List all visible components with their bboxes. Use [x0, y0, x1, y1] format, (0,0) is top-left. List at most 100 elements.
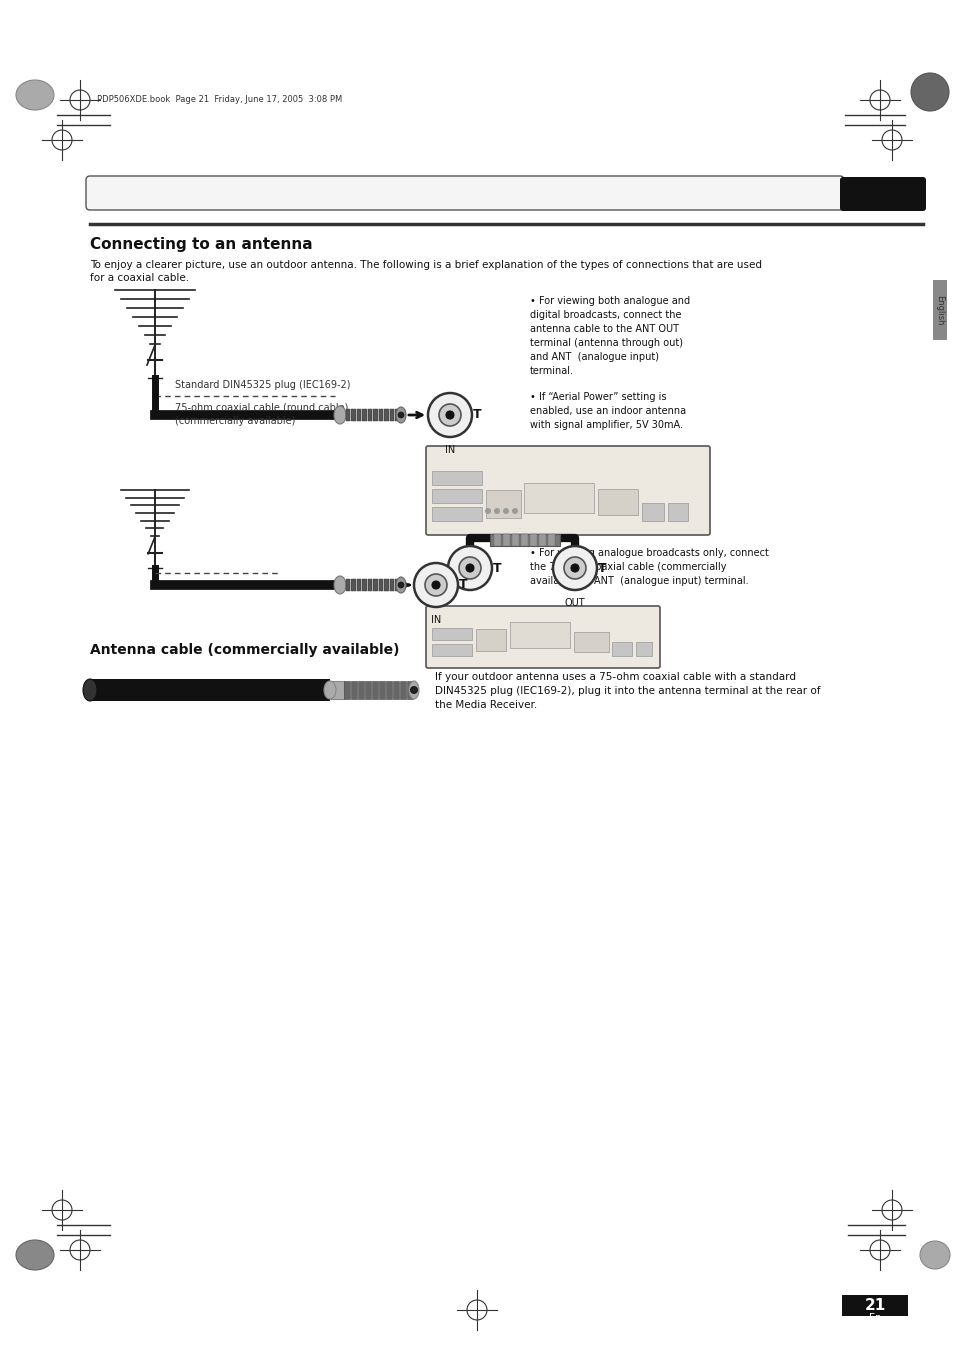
- Bar: [390, 409, 395, 422]
- Bar: [432, 489, 481, 503]
- Bar: [432, 471, 481, 485]
- Bar: [365, 681, 371, 698]
- Bar: [395, 580, 399, 590]
- Bar: [386, 681, 392, 698]
- Text: • For viewing analogue broadcasts only, connect
the 75-ohm coaxial cable (commer: • For viewing analogue broadcasts only, …: [530, 549, 768, 586]
- Bar: [574, 632, 608, 653]
- Circle shape: [910, 73, 948, 111]
- Bar: [368, 580, 372, 590]
- Text: • If “Aerial Power” setting is
enabled, use an indoor antenna
with signal amplif: • If “Aerial Power” setting is enabled, …: [530, 392, 685, 430]
- Text: Standard DIN45325 plug (IEC169-2): Standard DIN45325 plug (IEC169-2): [174, 380, 350, 390]
- Bar: [378, 580, 383, 590]
- Bar: [346, 409, 350, 422]
- Bar: [374, 409, 377, 422]
- Bar: [356, 580, 361, 590]
- Bar: [502, 534, 510, 546]
- Circle shape: [458, 557, 480, 580]
- Circle shape: [414, 563, 457, 607]
- Ellipse shape: [395, 407, 406, 423]
- Bar: [636, 642, 651, 657]
- Bar: [494, 534, 500, 546]
- Text: OUT: OUT: [564, 598, 585, 608]
- Bar: [490, 534, 559, 546]
- Bar: [399, 681, 406, 698]
- Text: • For viewing both analogue and
digital broadcasts, connect the
antenna cable to: • For viewing both analogue and digital …: [530, 296, 689, 376]
- Bar: [407, 681, 413, 698]
- Bar: [357, 681, 364, 698]
- Circle shape: [502, 508, 509, 513]
- Ellipse shape: [324, 681, 335, 698]
- Bar: [530, 534, 537, 546]
- Bar: [344, 681, 350, 698]
- Text: 21: 21: [863, 1297, 884, 1313]
- Circle shape: [571, 563, 578, 571]
- Circle shape: [410, 686, 417, 693]
- Bar: [432, 644, 472, 657]
- Ellipse shape: [395, 577, 406, 593]
- Bar: [520, 534, 527, 546]
- Text: Preparation: Preparation: [110, 184, 221, 203]
- Bar: [432, 628, 472, 640]
- Text: 05: 05: [869, 185, 895, 203]
- Bar: [351, 409, 355, 422]
- Ellipse shape: [16, 80, 54, 109]
- Text: If your outdoor antenna uses a 75-ohm coaxial cable with a standard
DIN45325 plu: If your outdoor antenna uses a 75-ohm co…: [435, 671, 820, 711]
- Bar: [485, 490, 520, 517]
- Bar: [393, 681, 398, 698]
- FancyBboxPatch shape: [840, 177, 925, 211]
- Bar: [512, 534, 518, 546]
- Bar: [390, 580, 395, 590]
- Bar: [432, 507, 481, 521]
- Text: En: En: [868, 1313, 881, 1323]
- Circle shape: [484, 508, 491, 513]
- Bar: [667, 503, 687, 521]
- Bar: [356, 409, 361, 422]
- Circle shape: [563, 557, 585, 580]
- Circle shape: [494, 508, 499, 513]
- Text: T: T: [458, 578, 467, 592]
- Bar: [90, 680, 330, 701]
- Circle shape: [446, 411, 454, 419]
- Text: PDP506XDE.book  Page 21  Friday, June 17, 2005  3:08 PM: PDP506XDE.book Page 21 Friday, June 17, …: [97, 96, 342, 104]
- Bar: [362, 409, 367, 422]
- Bar: [351, 580, 355, 590]
- Ellipse shape: [83, 680, 97, 701]
- Ellipse shape: [16, 1240, 54, 1270]
- Bar: [395, 409, 399, 422]
- Bar: [351, 681, 356, 698]
- Text: IN: IN: [444, 444, 455, 455]
- Bar: [384, 409, 389, 422]
- Bar: [384, 580, 389, 590]
- Circle shape: [397, 582, 403, 588]
- Bar: [598, 489, 638, 515]
- Ellipse shape: [409, 681, 418, 698]
- FancyBboxPatch shape: [426, 607, 659, 667]
- Circle shape: [465, 563, 474, 571]
- Bar: [372, 681, 377, 698]
- Bar: [378, 681, 385, 698]
- Text: English: English: [935, 295, 943, 326]
- Text: T: T: [472, 408, 481, 422]
- Text: Antenna cable (commercially available): Antenna cable (commercially available): [90, 643, 399, 657]
- Circle shape: [397, 412, 403, 417]
- Text: T: T: [492, 562, 500, 574]
- Text: Connecting to an antenna: Connecting to an antenna: [90, 238, 313, 253]
- FancyBboxPatch shape: [86, 176, 843, 209]
- Ellipse shape: [334, 407, 346, 424]
- Text: To enjoy a clearer picture, use an outdoor antenna. The following is a brief exp: To enjoy a clearer picture, use an outdo…: [90, 259, 761, 284]
- Bar: [346, 580, 350, 590]
- Circle shape: [424, 574, 447, 596]
- Bar: [378, 409, 383, 422]
- Bar: [538, 534, 545, 546]
- Circle shape: [553, 546, 597, 590]
- Circle shape: [448, 546, 492, 590]
- Ellipse shape: [919, 1242, 949, 1269]
- Text: IN: IN: [431, 615, 440, 626]
- Bar: [523, 484, 594, 513]
- Bar: [374, 580, 377, 590]
- FancyBboxPatch shape: [426, 446, 709, 535]
- Bar: [510, 621, 569, 648]
- Circle shape: [512, 508, 517, 513]
- Bar: [330, 681, 344, 698]
- Text: T: T: [598, 562, 606, 574]
